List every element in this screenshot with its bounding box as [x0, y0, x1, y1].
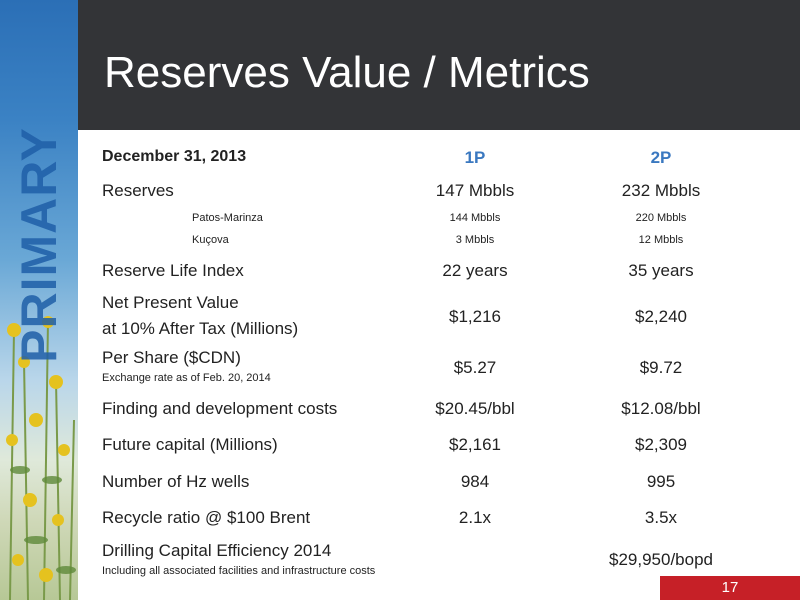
- field-flowers-image: [6, 316, 76, 600]
- value-2p: $2,309: [635, 435, 687, 454]
- value-2p: 35 years: [628, 261, 694, 280]
- value-2p: 12 Mbbls: [638, 234, 684, 246]
- page-number: 17: [660, 576, 800, 600]
- row-label: Patos-Marinza: [192, 212, 263, 224]
- row-label: Recycle ratio @ $100 Brent: [102, 508, 311, 527]
- slide-title: Reserves Value / Metrics: [104, 48, 590, 97]
- row-label: Kuçova: [192, 234, 229, 246]
- value-2p: 232 Mbbls: [621, 181, 701, 200]
- title-bar: [78, 0, 800, 130]
- row-label-note: Exchange rate as of Feb. 20, 2014: [102, 372, 271, 384]
- row-label: Reserve Life Index: [102, 261, 244, 280]
- value-1p: $20.45/bbl: [435, 399, 515, 418]
- value-1p: 144 Mbbls: [449, 212, 501, 224]
- col-2p-header: 2P: [650, 148, 672, 167]
- col-1p-header: 1P: [464, 148, 486, 167]
- row-label: Per Share ($CDN): [102, 348, 241, 367]
- value-2p: 3.5x: [644, 508, 678, 527]
- row-label: Finding and development costs: [102, 399, 338, 418]
- value-2p: 220 Mbbls: [635, 212, 687, 224]
- value-2p: 995: [646, 472, 676, 491]
- value-1p: $1,216: [449, 307, 501, 326]
- value-1p: 147 Mbbls: [435, 181, 515, 200]
- date-header: December 31, 2013: [102, 148, 247, 165]
- row-label: Reserves: [102, 181, 174, 200]
- row-label-line2: at 10% After Tax (Millions): [102, 319, 299, 338]
- value-2p: $9.72: [639, 358, 683, 377]
- sidebar-photo-panel: PRIMARY: [0, 0, 78, 600]
- value-2p: $29,950/bopd: [609, 550, 713, 569]
- value-1p: 3 Mbbls: [455, 234, 495, 246]
- row-label-note: Including all associated facilities and …: [102, 565, 376, 577]
- section-label: PRIMARY: [11, 127, 67, 363]
- value-1p: 2.1x: [458, 508, 492, 527]
- row-label: Future capital (Millions): [102, 435, 278, 454]
- value-2p: $12.08/bbl: [621, 399, 701, 418]
- value-2p: $2,240: [635, 307, 687, 326]
- value-1p: $2,161: [449, 435, 501, 454]
- row-label: Net Present Value: [102, 293, 239, 312]
- value-1p: 984: [460, 472, 490, 491]
- row-label: Number of Hz wells: [102, 472, 250, 491]
- row-label: Drilling Capital Efficiency 2014: [102, 541, 332, 560]
- value-1p: 22 years: [442, 261, 508, 280]
- value-1p: $5.27: [453, 358, 497, 377]
